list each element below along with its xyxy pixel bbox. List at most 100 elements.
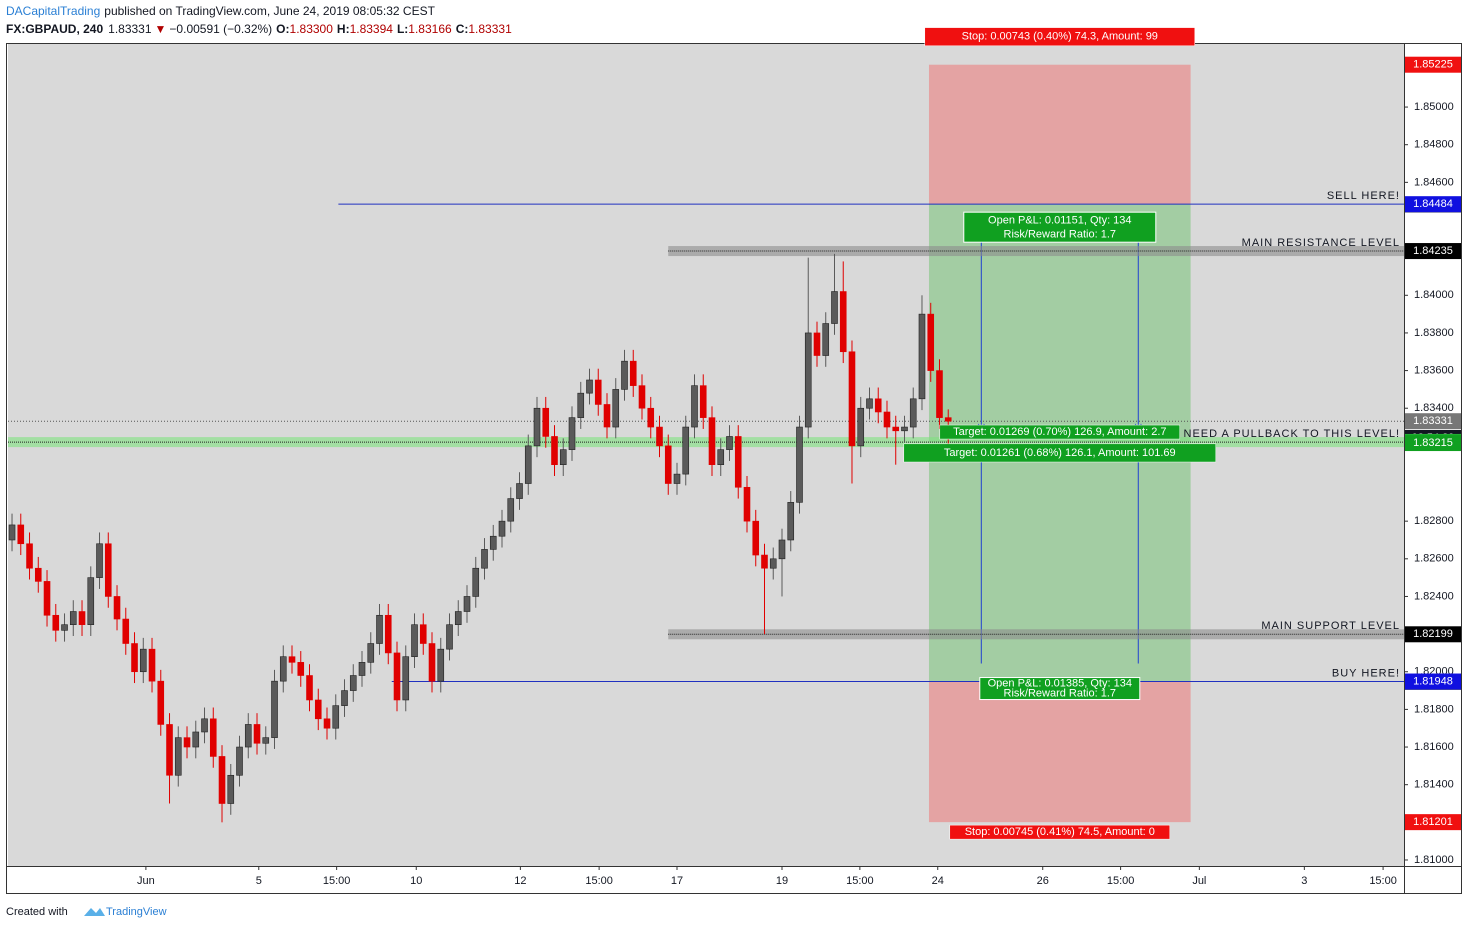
l: 1.83166 bbox=[408, 22, 452, 36]
y-tick-label: 1.81000 bbox=[1414, 854, 1454, 866]
candle-body bbox=[34, 567, 42, 582]
y-tick-label: 1.81400 bbox=[1414, 779, 1454, 791]
footer-brand[interactable]: TradingView bbox=[106, 906, 167, 918]
x-tick-label: 17 bbox=[671, 875, 683, 887]
h: 1.83394 bbox=[350, 22, 394, 36]
candle-body bbox=[813, 332, 821, 356]
candle-body bbox=[113, 596, 121, 620]
y-tick-label: 1.82600 bbox=[1414, 553, 1454, 565]
candle-body bbox=[726, 436, 733, 450]
candle-body bbox=[629, 360, 637, 386]
candle-body bbox=[174, 737, 182, 776]
price-label: 1.85225 bbox=[1413, 59, 1453, 71]
price-label-box bbox=[1405, 626, 1461, 643]
pnl-box bbox=[979, 677, 1141, 701]
candle-body bbox=[43, 581, 51, 616]
candle-body bbox=[8, 524, 16, 541]
level-label: BUY HERE! bbox=[1332, 667, 1400, 679]
candle-body bbox=[446, 624, 453, 650]
candle-body bbox=[279, 656, 287, 682]
target-label-box bbox=[939, 424, 1181, 440]
y-tick-label: 1.81600 bbox=[1414, 741, 1454, 753]
y-tick-label: 1.85000 bbox=[1414, 101, 1454, 113]
x-tick-label: 19 bbox=[776, 875, 788, 887]
candle-body bbox=[673, 473, 681, 484]
candle-body bbox=[428, 643, 436, 682]
rr-label: Risk/Reward Ratio: 1.7 bbox=[1004, 688, 1117, 700]
h-label: H: bbox=[337, 22, 350, 36]
candle-body bbox=[472, 567, 480, 597]
candle-body bbox=[559, 449, 567, 465]
last: 1.83331 bbox=[108, 22, 152, 36]
candle-body bbox=[577, 392, 585, 418]
candle-body bbox=[621, 360, 628, 390]
price-label-box bbox=[1405, 814, 1461, 831]
level-band bbox=[668, 629, 1404, 640]
candle-body bbox=[874, 398, 882, 413]
x-tick-label: 15:00 bbox=[846, 875, 874, 887]
y-tick-label: 1.84600 bbox=[1414, 176, 1454, 188]
y-tick-label: 1.83600 bbox=[1414, 364, 1454, 376]
candle-body bbox=[131, 643, 138, 673]
candle-body bbox=[481, 549, 488, 569]
x-tick-label: Jun bbox=[137, 875, 155, 887]
chart-layer: SELL HERE! MAIN RESISTANCE LEVEL WE NEED A… bbox=[8, 27, 1404, 840]
stop-zone bbox=[928, 64, 1191, 205]
candle-body bbox=[78, 611, 86, 625]
candle-body bbox=[857, 407, 865, 447]
candle-body bbox=[883, 411, 891, 428]
candle-body bbox=[542, 407, 550, 437]
stop-label-box bbox=[924, 27, 1196, 47]
candle-body bbox=[384, 614, 392, 654]
candle-body bbox=[349, 675, 357, 691]
candle-body bbox=[166, 724, 173, 776]
y-tick-label: 1.82800 bbox=[1414, 515, 1454, 527]
candle-body bbox=[918, 313, 926, 400]
price-label-box bbox=[1405, 243, 1461, 260]
y-tick-label: 1.84000 bbox=[1414, 289, 1454, 301]
candle-body bbox=[691, 385, 698, 428]
candle-body bbox=[778, 539, 786, 560]
candle-body bbox=[262, 737, 270, 744]
y-tick-label: 1.83400 bbox=[1414, 402, 1454, 414]
candle-body bbox=[586, 379, 593, 394]
stop-label: Stop: 0.00743 (0.40%) 74.3, Amount: 99 bbox=[962, 31, 1158, 43]
candle-body bbox=[323, 718, 331, 729]
stop-label: Stop: 0.00745 (0.41%) 74.5, Amount: 0 bbox=[965, 826, 1155, 838]
author[interactable]: DACapitalTrading bbox=[6, 4, 100, 18]
stop-zone bbox=[928, 681, 1191, 823]
level-label: MAIN RESISTANCE LEVEL bbox=[1242, 237, 1400, 249]
price-label: 1.81948 bbox=[1413, 675, 1453, 687]
y-tick-label: 1.81800 bbox=[1414, 703, 1454, 715]
logo bbox=[84, 908, 105, 916]
candle-body bbox=[148, 648, 156, 682]
price-label-box bbox=[1405, 56, 1461, 73]
candle-body bbox=[454, 611, 462, 625]
candle-body bbox=[831, 291, 838, 324]
price-label: 1.81201 bbox=[1413, 816, 1453, 828]
x-tick-label: 10 bbox=[410, 875, 422, 887]
c: 1.83331 bbox=[468, 22, 512, 36]
candle-body bbox=[507, 498, 515, 522]
target-label: Target: 0.01269 (0.70%) 126.9, Amount: 2… bbox=[953, 426, 1166, 438]
pnl-box bbox=[963, 211, 1157, 243]
price-label-box bbox=[1405, 673, 1461, 690]
candle-body bbox=[192, 731, 200, 748]
candle-body bbox=[463, 596, 471, 612]
candle-body bbox=[708, 417, 716, 465]
candle-body bbox=[761, 554, 768, 569]
candle-body bbox=[297, 662, 305, 676]
candle-body bbox=[927, 313, 935, 371]
level-label: SELL HERE! bbox=[1327, 190, 1400, 202]
x-tick-label: 24 bbox=[932, 875, 944, 887]
candle-body bbox=[52, 614, 60, 631]
candle-body bbox=[664, 445, 672, 484]
candle-body bbox=[743, 486, 751, 522]
l-label: L: bbox=[397, 22, 408, 36]
x-tick-label: 26 bbox=[1037, 875, 1049, 887]
candle-body bbox=[122, 618, 130, 644]
candle-body bbox=[218, 756, 226, 804]
candle-body bbox=[253, 724, 261, 744]
o: 1.83300 bbox=[290, 22, 334, 36]
